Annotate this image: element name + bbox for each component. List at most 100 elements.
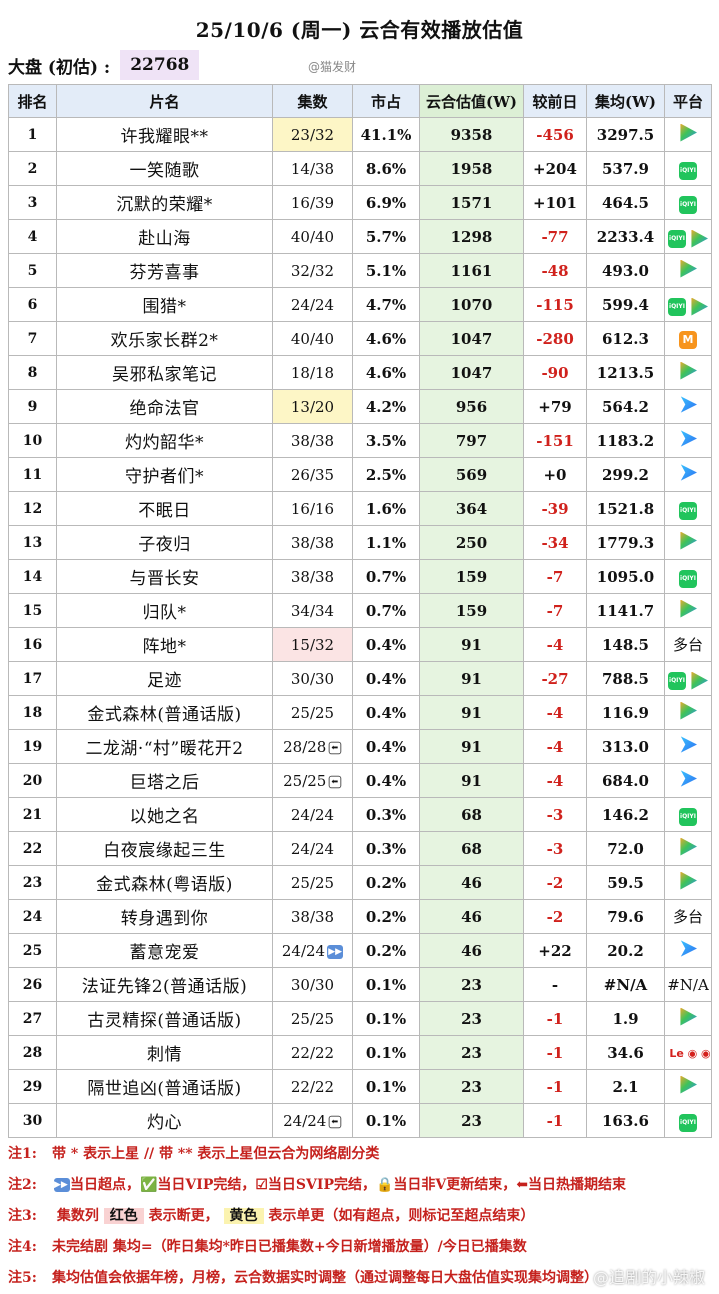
episodes-cell: 24/24 [272,797,353,832]
average-cell: 1213.5 [586,355,665,390]
estimate-cell: 956 [419,389,524,424]
episodes-value: 25/25 [290,873,335,892]
episodes-value: 38/38 [290,431,335,450]
change-cell: -4 [523,627,587,662]
rank-cell: 11 [8,457,57,492]
estimate-cell: 46 [419,933,524,968]
average-cell: 612.3 [586,321,665,356]
note-2: 注2: ▶▶ 当日超点，✅当日VIP完结，☑当日SVIP完结，🔒当日非V更新结束，⬅… [8,1170,711,1201]
estimate-cell: 23 [419,1035,524,1070]
header-platform: 平台 [664,84,712,118]
table-row: 6 围猎* 24/24 4.7% 1070 -115 599.4 iQIYI [8,287,712,322]
average-cell: 2233.4 [586,219,665,254]
episodes-value: 30/30 [290,975,335,994]
episodes-cell: 26/35 [272,457,353,492]
rank-cell: 6 [8,287,57,322]
episodes-cell: 16/39 [272,185,353,220]
episodes-value: 25/25 [290,703,335,722]
episodes-cell: 22/22 [272,1069,353,1104]
note-label: 注1: [8,1146,37,1162]
notes-section: 注1: 带 * 表示上星 // 带 ** 表示上星但云合为网络剧分类 注2: ▶▶ 当… [8,1139,711,1294]
title-cell: 与晋长安 [56,559,273,594]
platform-cell [664,117,712,152]
title-cell: 吴邪私家笔记 [56,355,273,390]
change-cell: +79 [523,389,587,424]
share-cell: 5.1% [352,253,420,288]
episodes-value: 14/38 [290,159,335,178]
episodes-cell: 24/24 ⬅ [272,1103,353,1138]
average-cell: 116.9 [586,695,665,730]
note-text: 集数列 [56,1208,99,1224]
platform-cell [664,831,712,866]
episodes-cell: 25/25 [272,865,353,900]
header-change: 较前日 [523,84,587,118]
title-cell: 古灵精探(普通话版) [56,1001,273,1036]
change-cell: -77 [523,219,587,254]
table-row: 19 二龙湖·“村”暖花开2 28/28 ⬅ 0.4% 91 -4 313.0 [8,729,712,764]
episodes-value: 16/16 [290,499,335,518]
rank-cell: 30 [8,1103,57,1138]
rank-cell: 20 [8,763,57,798]
episodes-value: 18/18 [290,363,335,382]
average-cell: 1183.2 [586,423,665,458]
episodes-cell: 28/28 ⬅ [272,729,353,764]
table-row: 25 蓄意宠爱 24/24 ▶▶ 0.2% 46 +22 20.2 [8,933,712,968]
table-row: 7 欢乐家长群2* 40/40 4.6% 1047 -280 612.3 M [8,321,712,356]
header-rank: 排名 [8,84,57,118]
average-cell: 564.2 [586,389,665,424]
header-share: 市占 [352,84,420,118]
share-cell: 0.2% [352,899,420,934]
platform-cell [664,1069,712,1104]
episodes-value: 30/30 [290,669,335,688]
share-cell: 0.2% [352,933,420,968]
note-text: 当日超点，✅当日VIP完结，☑当日SVIP完结，🔒当日非V更新结束，⬅当日热播期… [70,1177,626,1193]
table-row: 26 法证先锋2(普通话版) 30/30 0.1% 23- #N/A #N/A [8,967,712,1002]
iqiyi-icon: iQIYI [679,195,697,214]
share-cell: 1.6% [352,491,420,526]
change-cell: -48 [523,253,587,288]
estimate-cell: 23 [419,1069,524,1104]
tencent-video-icon [680,1075,697,1094]
note-label: 注5: [8,1270,37,1286]
average-cell: 313.0 [586,729,665,764]
episodes-value: 16/39 [290,193,335,212]
table-row: 12 不眠日 16/16 1.6% 364 -39 1521.8 iQIYI [8,491,712,526]
episodes-value: 32/32 [290,261,335,280]
rank-cell: 24 [8,899,57,934]
average-cell: 684.0 [586,763,665,798]
rank-cell: 8 [8,355,57,390]
share-cell: 0.1% [352,1069,420,1104]
estimate-cell: 91 [419,695,524,730]
platform-cell [664,763,712,798]
share-cell: 4.6% [352,355,420,390]
average-cell: 79.6 [586,899,665,934]
estimate-cell: 91 [419,763,524,798]
average-cell: 599.4 [586,287,665,322]
share-cell: 0.7% [352,593,420,628]
tencent-video-icon [680,123,697,142]
share-cell: 0.2% [352,865,420,900]
estimate-cell: 9358 [419,117,524,152]
estimate-cell: 91 [419,729,524,764]
platform-cell [664,593,712,628]
change-cell: -115 [523,287,587,322]
episodes-value: 15/32 [290,635,335,654]
episodes-value: 25/25 [283,771,327,790]
change-cell: -39 [523,491,587,526]
episodes-value: 24/24 [290,295,335,314]
rank-cell: 5 [8,253,57,288]
title-cell: 不眠日 [56,491,273,526]
rank-cell: 26 [8,967,57,1002]
title-cell: 白夜宸缘起三生 [56,831,273,866]
average-cell: 537.9 [586,151,665,186]
estimate-cell: 1047 [419,355,524,390]
title-cell: 绝命法官 [56,389,273,424]
broadcast-ended-icon: ⬅ [329,1115,342,1128]
header-average: 集均(W) [586,84,665,118]
episodes-value: 38/38 [290,533,335,552]
average-cell: 163.6 [586,1103,665,1138]
platform-cell: iQIYI [664,559,712,594]
header-title: 片名 [56,84,273,118]
title-cell: 归队* [56,593,273,628]
table-row: 11 守护者们* 26/35 2.5% 569 +0 299.2 [8,457,712,492]
